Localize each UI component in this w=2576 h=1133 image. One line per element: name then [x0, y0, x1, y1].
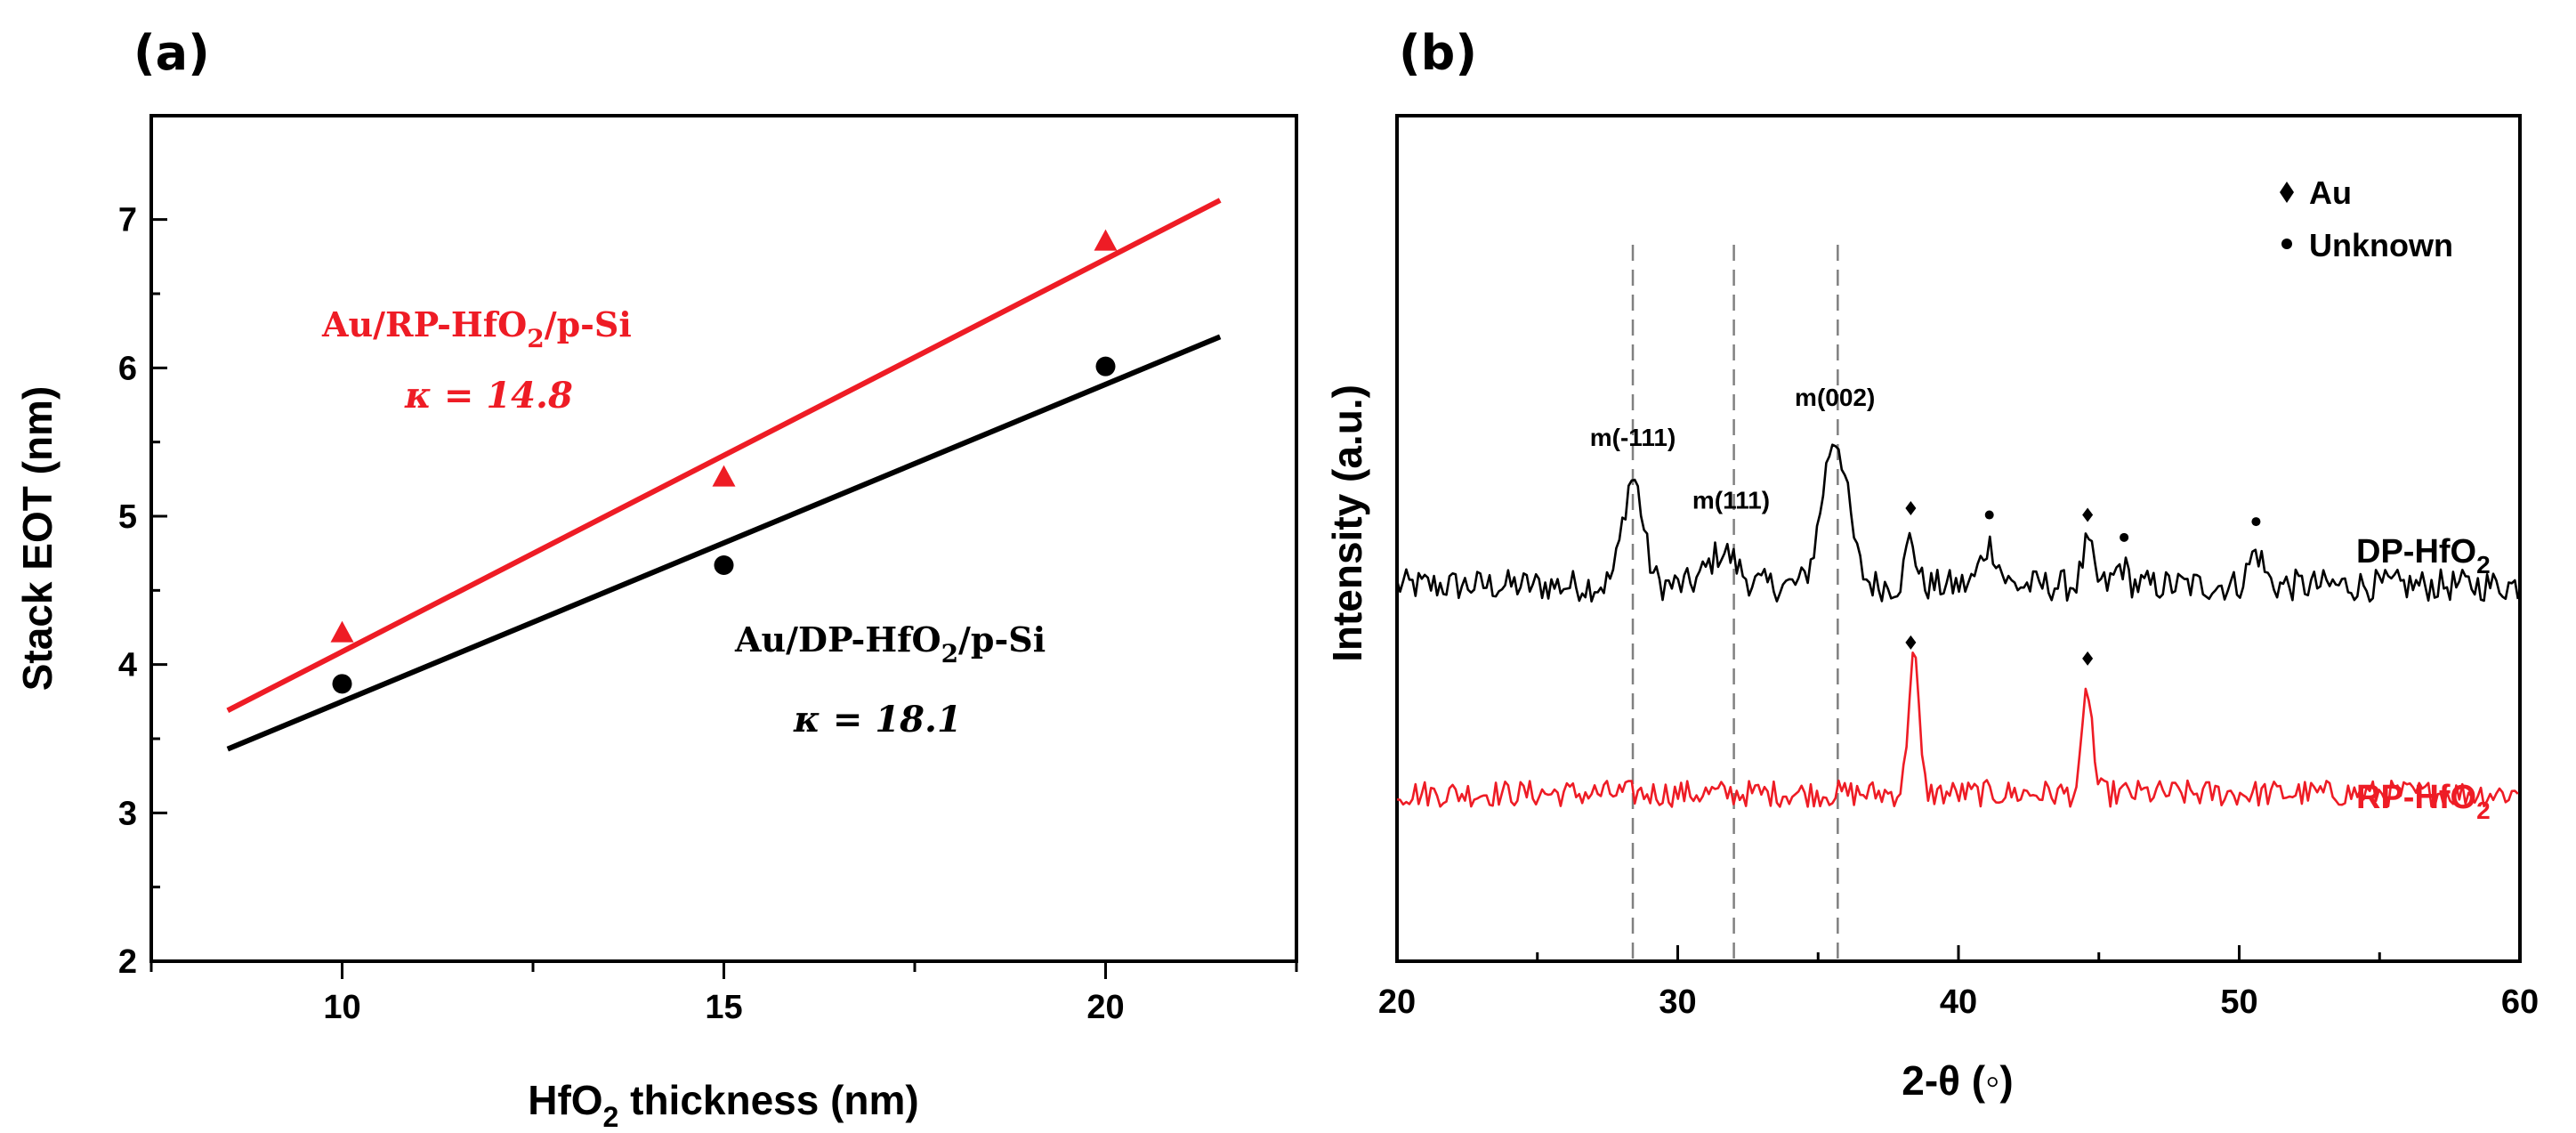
rp-data-point — [712, 465, 736, 487]
panel-a-label: (a) — [133, 25, 210, 81]
legend-diamond-icon — [2280, 182, 2294, 203]
dp-trace-label: DP-HfO2 — [2356, 533, 2491, 579]
x-tick-label: 20 — [1378, 983, 1416, 1021]
dp-data-point — [332, 674, 352, 694]
panel-b-x-axis-title: 2-θ (◦) — [1902, 1057, 2014, 1104]
rp-fit-line — [226, 198, 1222, 714]
panel-a-x-axis: 10 15 20 — [149, 961, 1298, 1026]
x-tick-label: 40 — [1940, 983, 1977, 1021]
rp-data-point — [1094, 229, 1118, 251]
unknown-circle-marker — [2120, 532, 2129, 542]
legend-label-unknown: Unknown — [2309, 227, 2453, 263]
x-tick-label: 20 — [1086, 989, 1124, 1026]
y-tick-label: 2 — [118, 943, 137, 981]
dp-data-point — [714, 555, 734, 575]
dp-data-point — [1095, 356, 1116, 376]
panel-a-y-axis-title: Stack EOT (nm) — [14, 386, 61, 692]
y-tick-label: 6 — [118, 350, 137, 387]
panel-b-peak-labels: m(-111) m(111) m(002) — [1590, 384, 1876, 514]
y-tick-label: 5 — [118, 498, 137, 536]
au-diamond-marker — [1905, 501, 1917, 515]
au-diamond-marker — [2082, 651, 2094, 666]
dp-fit-line — [226, 334, 1222, 752]
peak-label: m(002) — [1795, 384, 1875, 411]
y-tick-label: 4 — [118, 647, 137, 684]
panel-a-x-axis-title: HfO2 thickness (nm) — [528, 1077, 919, 1133]
x-tick-label: 50 — [2220, 983, 2257, 1021]
rp-data-point — [330, 620, 354, 643]
peak-label: m(111) — [1692, 486, 1770, 514]
legend-circle-icon — [2281, 239, 2292, 249]
rp-trace-line — [1396, 651, 2519, 808]
au-diamond-marker — [2082, 507, 2094, 522]
dp-trace-line — [1395, 443, 2520, 603]
dp-kappa-label: κ = 18.1 — [793, 699, 962, 740]
y-tick-label: 7 — [118, 202, 137, 239]
panel-b-legend: Au Unknown — [2280, 174, 2453, 263]
dp-series-label: Au/DP-HfO2/p-Si — [734, 619, 1046, 668]
peak-label: m(-111) — [1590, 424, 1676, 451]
panel-b-x-axis: 20 30 40 50 60 — [1378, 945, 2539, 1021]
rp-series-label: Au/RP-HfO2/p-Si — [321, 304, 632, 353]
rp-trace-label: RP-HfO2 — [2356, 779, 2491, 824]
panel-a-frame — [149, 114, 1298, 963]
panel-b-traces — [1395, 443, 2520, 808]
x-tick-label: 30 — [1659, 983, 1696, 1021]
panel-a-y-axis: 2 3 4 5 6 7 — [118, 202, 167, 981]
x-tick-label: 10 — [323, 989, 360, 1026]
panel-b-peak-markers — [1905, 501, 2261, 666]
rp-kappa-label: κ = 14.8 — [404, 375, 573, 417]
panel-b-y-axis-title: Intensity (a.u.) — [1324, 384, 1370, 662]
x-tick-label: 60 — [2501, 983, 2539, 1021]
unknown-circle-marker — [1984, 510, 1994, 520]
x-tick-label: 15 — [705, 989, 742, 1026]
y-tick-label: 3 — [118, 795, 137, 832]
panel-a-series — [226, 198, 1222, 752]
unknown-circle-marker — [2251, 517, 2261, 527]
panel-b-reference-lines — [1631, 245, 1839, 961]
panel-b-label: (b) — [1399, 25, 1477, 81]
legend-label-au: Au — [2309, 174, 2352, 211]
au-diamond-marker — [1905, 635, 1917, 650]
